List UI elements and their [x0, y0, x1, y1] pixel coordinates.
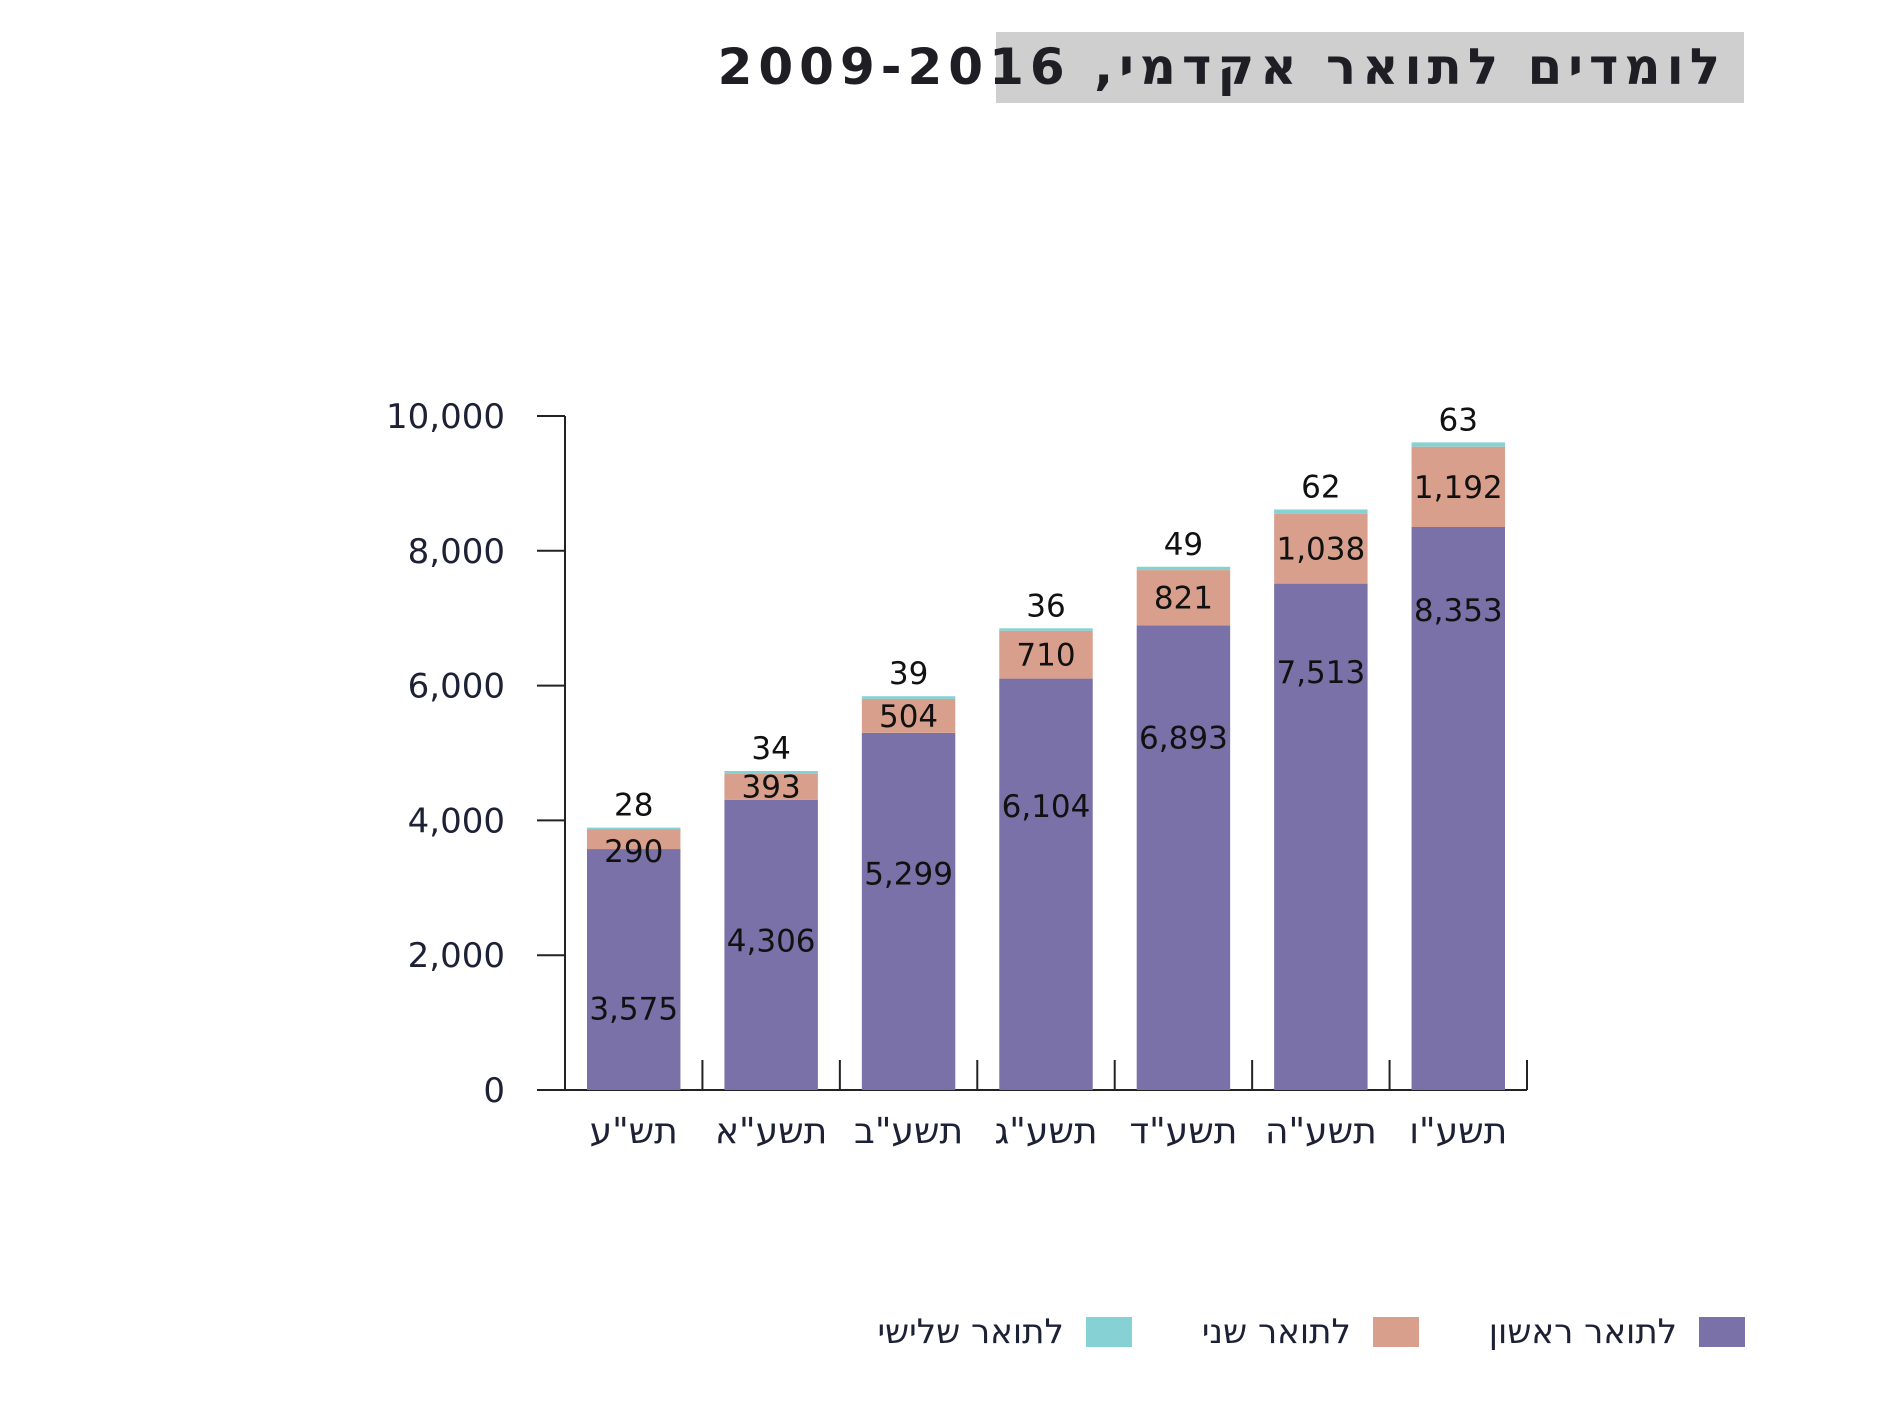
data-label: 504 — [879, 699, 938, 735]
bar-segment — [999, 628, 1093, 631]
bar-segment — [586, 829, 681, 850]
bar-segment — [1274, 583, 1368, 1090]
bar-segment — [1411, 527, 1506, 1090]
data-label: 62 — [1301, 469, 1340, 505]
legend-item: לתואר ראשון — [1489, 1312, 1745, 1352]
data-label: 39 — [889, 656, 928, 692]
data-label: 290 — [604, 834, 663, 870]
data-label: 7,513 — [1276, 655, 1365, 691]
data-label: 6,893 — [1139, 720, 1228, 756]
x-category-label: תשע"ד — [1129, 1111, 1237, 1152]
legend-label: לתואר שלישי — [877, 1312, 1064, 1352]
legend-swatch — [1372, 1317, 1419, 1347]
data-label: 1,192 — [1414, 470, 1503, 506]
data-label: 49 — [1164, 527, 1203, 563]
y-tick-label: 10,000 — [386, 397, 505, 437]
x-category-label: תשע"ה — [1265, 1111, 1377, 1152]
data-label: 5,299 — [864, 857, 953, 893]
bar-segment — [1136, 625, 1231, 1090]
bar-segment — [999, 630, 1093, 679]
data-label: 36 — [1026, 588, 1065, 624]
title-box: לומדים לתואר אקדמי, 2009-2016 — [718, 32, 1744, 103]
y-tick-label: 2,000 — [408, 936, 505, 976]
bar-segment — [1136, 570, 1231, 626]
bar-segment — [1274, 509, 1368, 514]
bar-segment — [1274, 513, 1368, 584]
x-category-label: תשע"ו — [1409, 1111, 1507, 1152]
y-tick-label: 0 — [483, 1071, 505, 1111]
legend-item: לתואר שני — [1202, 1312, 1419, 1352]
bar-segment — [1411, 446, 1506, 528]
chart-title: לומדים לתואר אקדמי, 2009-2016 — [717, 38, 1726, 96]
data-label: 4,306 — [727, 923, 816, 959]
data-label: 34 — [751, 731, 790, 767]
legend-item: לתואר שלישי — [877, 1312, 1132, 1352]
data-label: 28 — [614, 788, 653, 824]
bar-segment — [586, 827, 681, 830]
bar-segment — [724, 770, 818, 774]
bar-segment — [861, 732, 956, 1090]
x-category-label: תש"ע — [590, 1111, 678, 1152]
bar-segment — [861, 696, 956, 699]
bar-segment — [861, 698, 956, 733]
data-label: 393 — [742, 770, 801, 806]
data-label: 1,038 — [1276, 532, 1365, 568]
bar-segment — [586, 849, 681, 1090]
bar-segment — [1136, 566, 1231, 571]
legend-swatch — [1699, 1317, 1745, 1347]
data-label: 63 — [1439, 402, 1478, 438]
data-label: 8,353 — [1414, 593, 1503, 629]
data-label: 821 — [1154, 581, 1213, 617]
data-label: 3,575 — [589, 991, 678, 1027]
y-tick-label: 8,000 — [408, 532, 505, 572]
bar-segment — [1411, 442, 1506, 447]
legend: לתואר ראשון לתואר שני לתואר שלישי — [807, 1312, 1745, 1352]
y-tick-label: 6,000 — [408, 667, 505, 707]
x-category-label: תשע"ב — [854, 1111, 963, 1152]
x-category-label: תשע"א — [715, 1111, 827, 1152]
bar-segment — [999, 678, 1093, 1090]
bar-segment — [724, 773, 818, 800]
x-category-label: תשע"ג — [994, 1111, 1097, 1152]
y-tick-label: 4,000 — [408, 801, 505, 841]
data-label: 710 — [1016, 638, 1075, 674]
legend-swatch — [1085, 1317, 1132, 1347]
bar-segment — [724, 799, 818, 1090]
legend-label: לתואר ראשון — [1488, 1312, 1677, 1352]
legend-label: לתואר שני — [1201, 1312, 1351, 1352]
data-label: 6,104 — [1002, 789, 1091, 825]
